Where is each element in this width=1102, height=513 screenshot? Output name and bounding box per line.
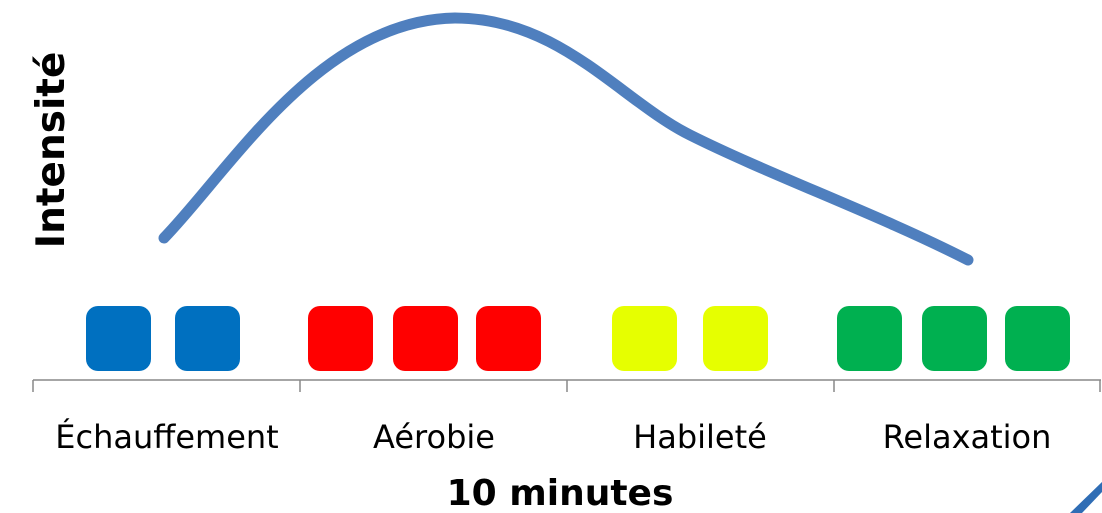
phase-block (86, 306, 151, 371)
phase-blocks-relaxation (837, 306, 1070, 371)
phase-block (837, 306, 902, 371)
phase-block (1005, 306, 1070, 371)
intensity-curve (158, 12, 974, 266)
x-axis-label: 10 minutes (447, 473, 674, 513)
phase-label-relaxation: Relaxation (883, 418, 1052, 456)
phase-block (175, 306, 240, 371)
phase-label-echauffement: Échauffement (55, 418, 278, 456)
phase-block (476, 306, 541, 371)
corner-mark (1070, 482, 1102, 513)
phase-block (922, 306, 987, 371)
phase-block (703, 306, 768, 371)
phase-block (393, 306, 458, 371)
phase-blocks-habilete (612, 306, 768, 371)
phase-blocks-aerobie (308, 306, 541, 371)
phase-blocks (86, 306, 1070, 371)
timeline-axis (32, 379, 1101, 392)
phase-label-habilete: Habileté (633, 418, 767, 456)
phase-block (308, 306, 373, 371)
phase-blocks-echauffement (86, 306, 240, 371)
phase-block (612, 306, 677, 371)
phase-label-aerobie: Aérobie (373, 418, 495, 456)
y-axis-label: Intensité (29, 52, 74, 249)
